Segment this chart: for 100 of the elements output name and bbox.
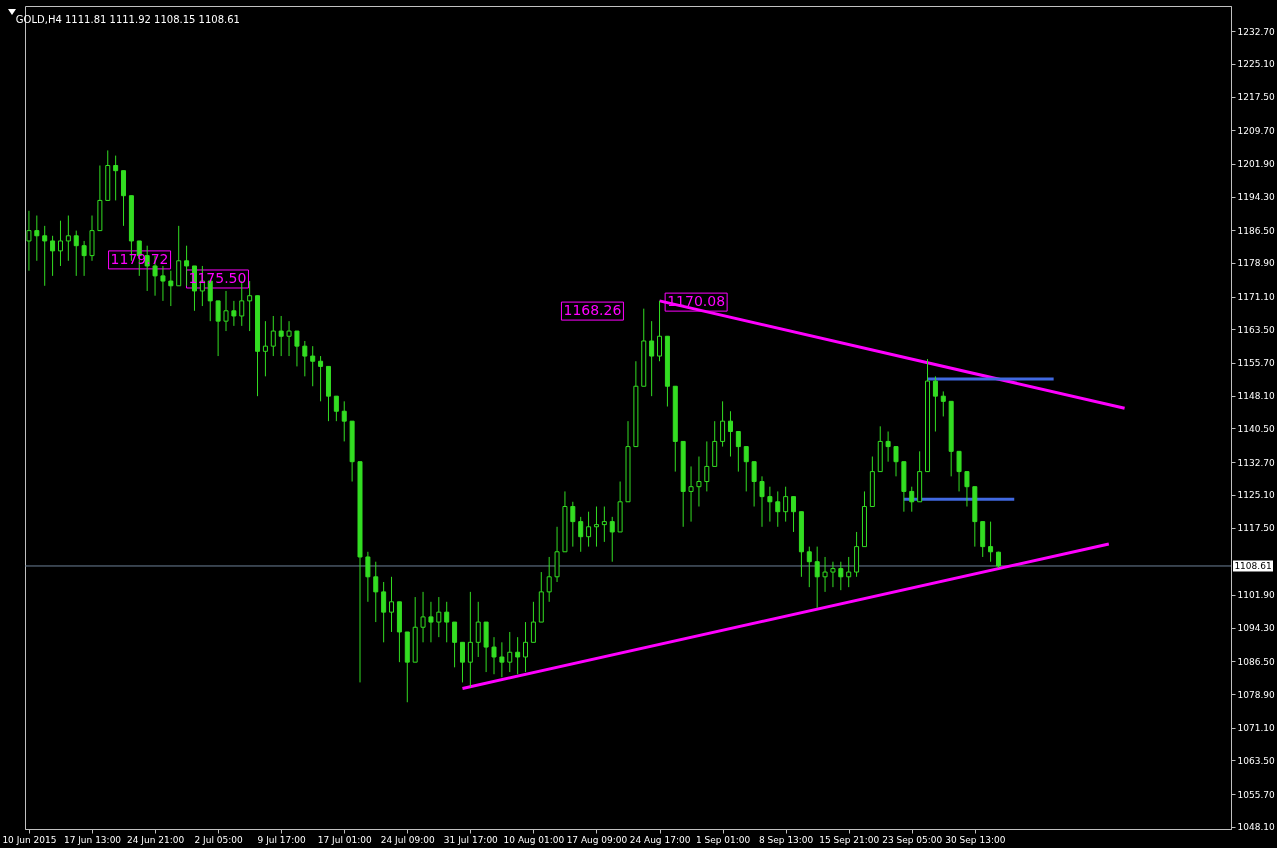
candlestick [428,601,434,643]
ref-line-label: 1108.61 [1234,560,1272,571]
candlestick [262,320,268,377]
candlestick [838,561,844,591]
candlestick [215,300,221,357]
candlestick [956,450,962,492]
x-tick-label: 17 Jun 13:00 [63,834,122,845]
candlestick [735,431,741,473]
candlestick [727,410,733,458]
candlestick [783,486,789,523]
y-tick-label: 1209.70 [1237,125,1275,136]
candlestick [467,591,473,688]
candlestick [42,225,48,287]
candlestick [34,215,40,262]
y-tick-label: 1071.10 [1237,723,1275,734]
candlestick [247,280,253,332]
candlestick [50,235,56,277]
y-tick-label: 1148.10 [1237,391,1275,402]
candlestick [657,300,663,362]
candlestick [759,475,765,528]
y-tick-label: 1125.10 [1237,490,1275,501]
candlestick [932,375,938,433]
candlestick [389,576,395,633]
candlestick [578,516,584,553]
candlestick [767,486,773,523]
candlestick [294,330,300,367]
x-tick-label: 24 Aug 17:00 [629,834,691,845]
candlestick [523,621,529,673]
candlestick [475,601,481,658]
x-tick-label: 1 Sep 01:00 [695,834,751,845]
x-tick-label: 24 Jun 21:00 [126,834,185,845]
candlestick [940,390,946,417]
candlestick [885,431,891,463]
candlestick [720,400,726,448]
y-tick-label: 1201.90 [1237,159,1275,170]
candlestick [302,340,308,377]
candlestick [822,556,828,593]
y-tick-label: 1101.90 [1237,590,1275,601]
candlestick [593,506,599,548]
candlestick [381,581,387,643]
x-tick-label: 24 Jul 09:00 [380,834,436,845]
candlestick [444,601,450,643]
candlestick [649,320,655,397]
y-tick-label: 1186.50 [1237,225,1275,236]
candlestick [609,516,615,563]
candlestick [570,501,576,548]
y-tick-label: 1194.30 [1237,192,1275,203]
candlestick [530,601,536,643]
candlestick [688,465,694,523]
candlestick [459,641,465,683]
candlestick [452,621,458,668]
y-tick-label: 1055.70 [1237,789,1275,800]
candlestick [791,496,797,533]
x-tick-label: 17 Jul 01:00 [317,834,372,845]
candlestick [507,631,513,673]
candlestick [964,471,970,508]
candlestick [333,395,339,422]
candlestick [814,546,820,609]
x-tick-label: 15 Sep 21:00 [819,834,880,845]
candlestick [909,486,915,513]
y-tick-label: 1232.70 [1237,26,1275,37]
candlestick [365,551,371,603]
x-tick-label: 31 Jul 17:00 [443,834,499,845]
y-tick-label: 1178.90 [1237,258,1275,269]
candlestick [586,511,592,548]
candlestick [546,556,552,603]
candlestick [73,230,79,277]
candlestick [231,300,237,327]
candlestick [81,240,87,277]
candlestick [341,400,347,442]
candlestick [318,355,324,402]
candlestick [57,220,63,267]
y-tick-label: 1155.70 [1237,358,1275,369]
x-tick-label: 10 Aug 01:00 [503,834,565,845]
y-tick-label: 1217.50 [1237,92,1275,103]
candlestick [65,215,71,262]
candlestick [893,446,899,477]
candlestick [373,561,379,623]
x-tick-label: 9 Jul 17:00 [257,834,307,845]
candlestick [515,636,521,675]
y-tick-label: 1048.10 [1237,822,1275,833]
candlestick [696,456,702,508]
y-tick-label: 1086.50 [1237,656,1275,667]
candlestick [751,461,757,508]
x-tick-label: 10 Jun 2015 [2,834,57,845]
x-tick-label: 8 Sep 13:00 [758,834,814,845]
candlestick [168,270,174,307]
y-tick-label: 1171.10 [1237,292,1275,303]
x-tick-label: 30 Sep 13:00 [945,834,1006,845]
candlestick [601,506,607,543]
candlestick [436,596,442,638]
annotation: 1168.26 [563,302,622,319]
candlestick [113,155,119,201]
candlestick [491,636,497,675]
y-tick-label: 1163.50 [1237,324,1275,335]
x-tick-label: 23 Sep 05:00 [882,834,943,845]
candlestick [223,290,229,332]
candlestick [184,245,190,287]
y-tick-label: 1225.10 [1237,59,1275,70]
y-tick-label: 1117.50 [1237,523,1275,534]
